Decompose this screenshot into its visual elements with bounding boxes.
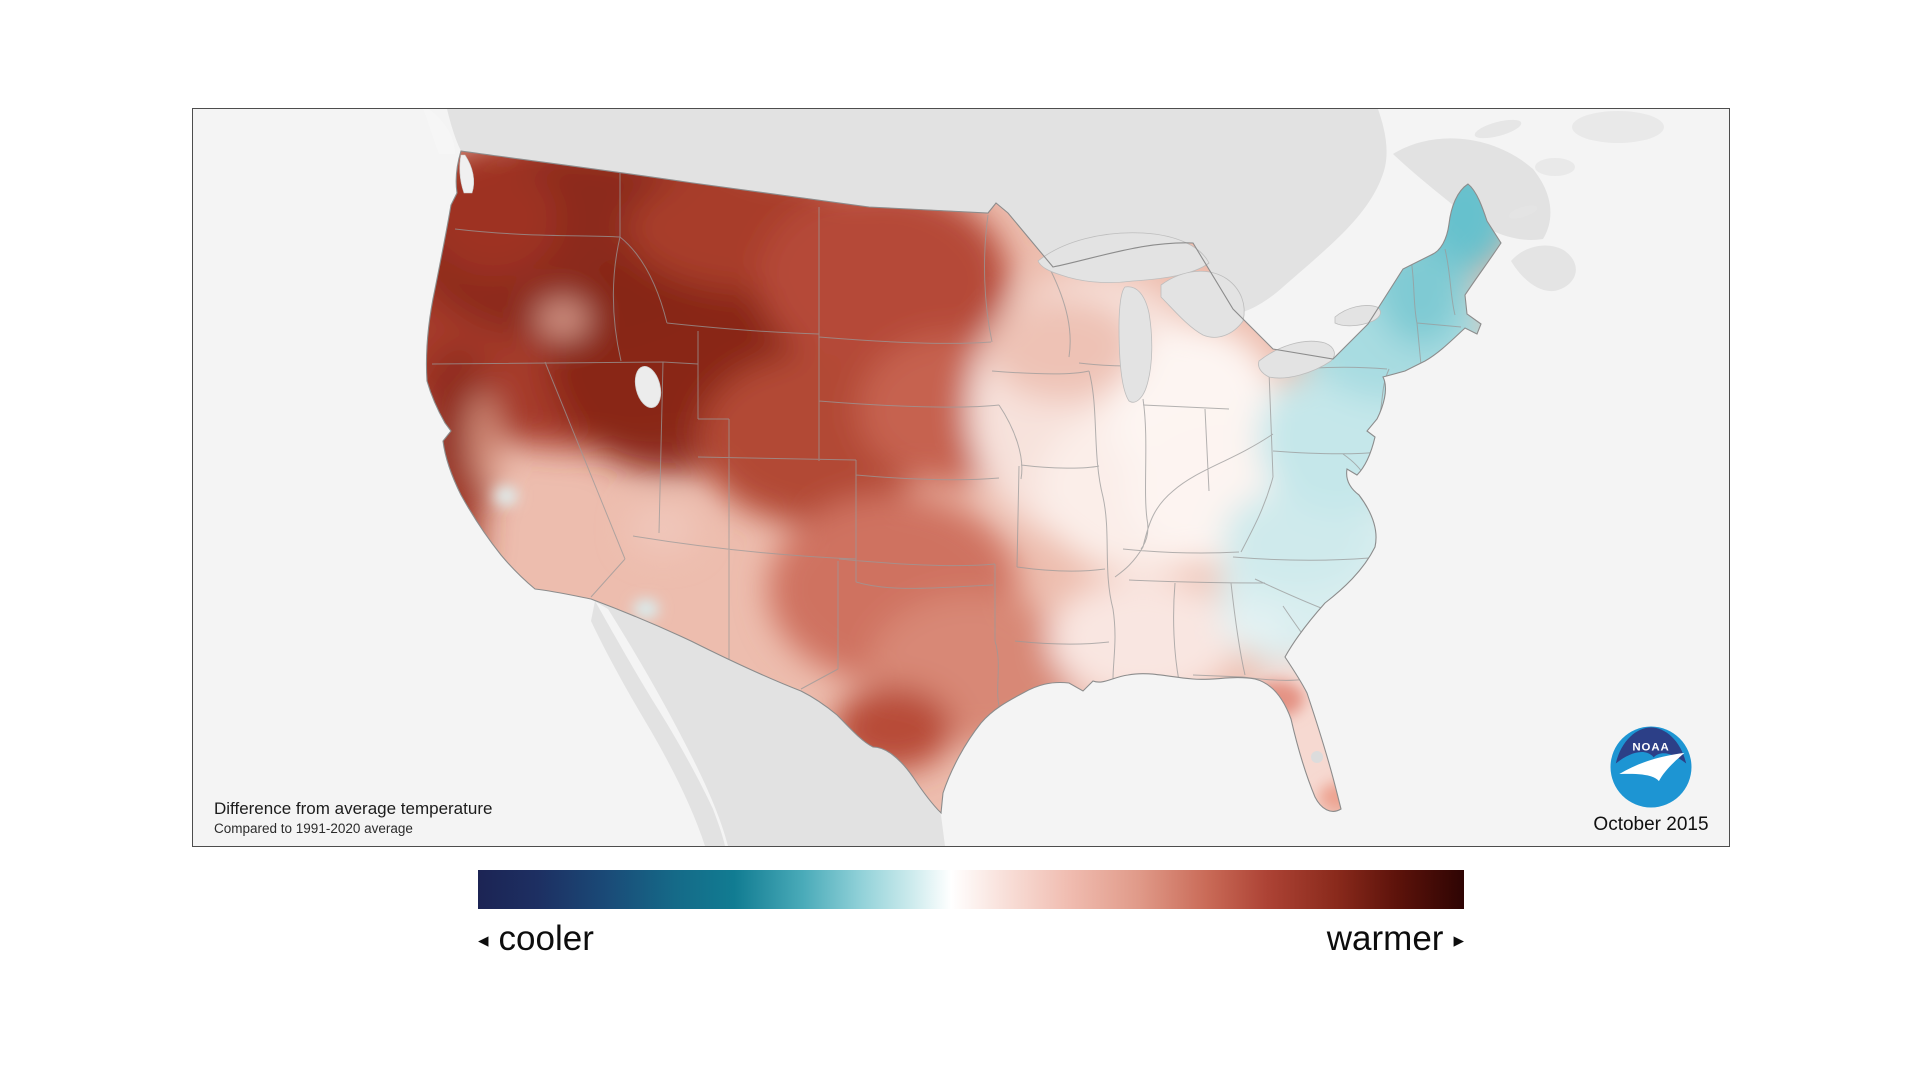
colorbar-gradient <box>478 870 1464 909</box>
lake-erie <box>1258 340 1335 379</box>
bc-coast-water <box>423 109 455 154</box>
great-salt-lake <box>634 366 662 408</box>
lake-ontario <box>1334 305 1381 327</box>
left-arrow-icon: ◂ <box>478 928 489 952</box>
lake-michigan <box>1118 286 1153 403</box>
mexico-landmass <box>591 599 945 846</box>
baja-peninsula <box>591 601 725 846</box>
legend: ◂ cooler warmer ▸ <box>478 870 1464 962</box>
seagull-icon <box>1619 752 1685 782</box>
warmer-label-group: warmer ▸ <box>1327 919 1464 959</box>
puget-sound <box>459 154 475 194</box>
noaa-logo-text: NOAA <box>1632 741 1669 753</box>
noaa-credit: NOAA October 2015 <box>1581 723 1721 836</box>
date-label: October 2015 <box>1593 814 1709 835</box>
map-panel: Difference from average temperature Comp… <box>192 108 1730 847</box>
cooler-label: cooler <box>498 919 594 958</box>
noaa-logo-shell <box>1615 727 1687 764</box>
us-anomaly-map <box>193 109 1729 846</box>
caption-line2: Compared to 1991-2020 average <box>214 820 413 836</box>
right-arrow-icon: ▸ <box>1453 928 1464 952</box>
warmer-label: warmer <box>1326 919 1444 958</box>
lake-huron <box>1160 270 1245 338</box>
canada-landmass <box>423 109 1664 314</box>
great-lakes <box>1037 232 1381 403</box>
legend-labels: ◂ cooler warmer ▸ <box>478 916 1464 962</box>
noaa-logo: NOAA <box>1610 726 1692 808</box>
map-caption: Difference from average temperature Comp… <box>214 798 492 837</box>
caption-line1: Difference from average temperature <box>214 798 493 818</box>
nova-scotia <box>1511 245 1576 292</box>
cooler-label-group: ◂ cooler <box>478 919 594 959</box>
lake-okeechobee <box>1311 751 1323 763</box>
us-outline <box>425 150 1502 815</box>
